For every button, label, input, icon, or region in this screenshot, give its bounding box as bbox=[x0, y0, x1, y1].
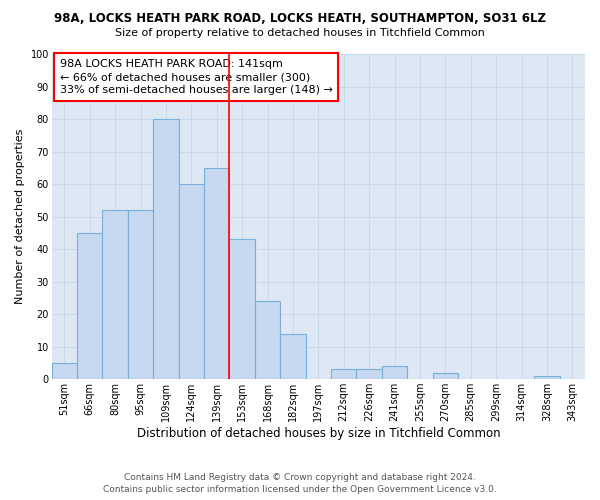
Bar bbox=[103, 210, 128, 379]
Bar bbox=[229, 240, 255, 379]
Bar bbox=[52, 363, 77, 379]
Bar bbox=[356, 370, 382, 379]
Text: Contains HM Land Registry data © Crown copyright and database right 2024.
Contai: Contains HM Land Registry data © Crown c… bbox=[103, 472, 497, 494]
X-axis label: Distribution of detached houses by size in Titchfield Common: Distribution of detached houses by size … bbox=[137, 427, 500, 440]
Bar bbox=[534, 376, 560, 379]
Y-axis label: Number of detached properties: Number of detached properties bbox=[15, 129, 25, 304]
Bar bbox=[255, 301, 280, 379]
Bar bbox=[382, 366, 407, 379]
Bar bbox=[204, 168, 229, 379]
Bar bbox=[280, 334, 305, 379]
Bar bbox=[331, 370, 356, 379]
Bar bbox=[153, 119, 179, 379]
Bar bbox=[77, 233, 103, 379]
Bar bbox=[179, 184, 204, 379]
Text: 98A, LOCKS HEATH PARK ROAD, LOCKS HEATH, SOUTHAMPTON, SO31 6LZ: 98A, LOCKS HEATH PARK ROAD, LOCKS HEATH,… bbox=[54, 12, 546, 26]
Text: Size of property relative to detached houses in Titchfield Common: Size of property relative to detached ho… bbox=[115, 28, 485, 38]
Bar bbox=[128, 210, 153, 379]
Text: 98A LOCKS HEATH PARK ROAD: 141sqm
← 66% of detached houses are smaller (300)
33%: 98A LOCKS HEATH PARK ROAD: 141sqm ← 66% … bbox=[60, 59, 332, 96]
Bar bbox=[433, 372, 458, 379]
